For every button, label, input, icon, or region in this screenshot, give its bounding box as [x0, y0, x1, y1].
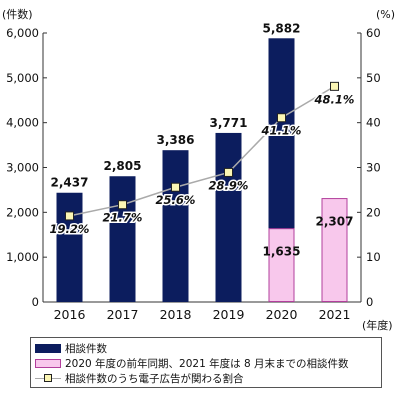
x-tick-label: 2021: [319, 307, 351, 322]
legend-label: 相談件数: [65, 343, 107, 355]
x-tick-label: 2020: [266, 307, 298, 322]
legend: 相談件数 2020 年度の前年同期、2021 年度は 8 月末までの相談件数 相…: [30, 337, 382, 388]
right-tick-label: 50: [366, 71, 381, 85]
x-tick-label: 2016: [54, 307, 86, 322]
bar-value-label: 5,882: [263, 21, 301, 35]
ratio-marker: [330, 81, 339, 91]
ratio-marker: [277, 113, 286, 123]
bar-partial-period: [321, 198, 348, 302]
ratio-marker: [65, 211, 74, 221]
right-tick-label: 0: [366, 295, 373, 309]
legend-swatch-pink: [35, 359, 61, 368]
labels-layer: 2,437 2,805 3,386 3,771 5,882 1,635 2,307: [51, 21, 354, 258]
ratio-value-label: 28.9%: [209, 178, 249, 192]
left-tick-label: 5,000: [6, 71, 39, 85]
ratio-value-label: 25.6%: [156, 193, 196, 207]
bar-value-label: 3,386: [157, 133, 195, 147]
bar-consultations: [215, 132, 242, 302]
legend-swatch-navy: [35, 344, 61, 353]
bar-value-label: 2,805: [104, 159, 142, 173]
right-tick-label: 20: [366, 205, 381, 219]
legend-item-partial-period: 2020 年度の前年同期、2021 年度は 8 月末までの相談件数: [31, 356, 381, 371]
chart: 0 1,000 2,000 3,000 4,000 5,000 6,000 0 10 20 30 40…: [2, 8, 395, 332]
legend-swatch-line: [35, 374, 61, 383]
right-tick-label: 60: [366, 26, 381, 40]
x-tick-label: 2019: [213, 307, 245, 322]
ratio-value-label: 41.1%: [261, 124, 302, 138]
legend-item-ratio: 相談件数のうち電子広告が関わる割合: [31, 371, 381, 386]
ratio-value-label: 19.2%: [50, 222, 90, 236]
bar-value-label: 2,307: [316, 215, 354, 229]
left-tick-label: 4,000: [6, 116, 39, 130]
bar-value-label: 2,437: [51, 176, 89, 190]
bar-consultations: [162, 150, 189, 302]
ratio-marker: [224, 167, 233, 177]
right-axis-unit: (%): [376, 8, 395, 21]
bar-value-label: 1,635: [263, 245, 301, 259]
left-axis-unit: (件数): [2, 8, 33, 21]
axes-layer: 0 1,000 2,000 3,000 4,000 5,000 6,000 0 10 20 30 40…: [2, 8, 395, 332]
left-tick-label: 3,000: [6, 161, 39, 175]
legend-item-consultations: 相談件数: [31, 341, 381, 356]
legend-label: 相談件数のうち電子広告が関わる割合: [65, 373, 244, 385]
right-tick-label: 30: [366, 161, 381, 175]
line-layer: 19.2% 21.7% 25.6% 28.9% 41.1% 48.1%: [48, 81, 356, 237]
left-tick-label: 2,000: [6, 205, 39, 219]
bar-consultations: [56, 192, 83, 302]
right-tick-label: 10: [366, 250, 381, 264]
left-tick-label: 0: [32, 295, 39, 309]
left-tick-label: 1,000: [6, 250, 39, 264]
x-tick-label: 2018: [160, 307, 192, 322]
bar-consultations: [109, 176, 136, 302]
ratio-value-label: 48.1%: [314, 92, 355, 106]
left-tick-label: 6,000: [6, 26, 39, 40]
ratio-line: [69, 85, 335, 217]
bar-value-label: 3,771: [210, 116, 248, 130]
ratio-marker: [118, 200, 127, 210]
x-tick-label: 2017: [107, 307, 139, 322]
right-tick-label: 40: [366, 116, 381, 130]
bars-layer: [56, 38, 348, 302]
bar-partial-period: [268, 228, 295, 302]
ratio-value-label: 21.7%: [103, 211, 143, 225]
x-axis-unit: (年度): [362, 318, 393, 332]
legend-label: 2020 年度の前年同期、2021 年度は 8 月末までの相談件数: [65, 358, 349, 370]
ratio-marker: [171, 182, 180, 192]
